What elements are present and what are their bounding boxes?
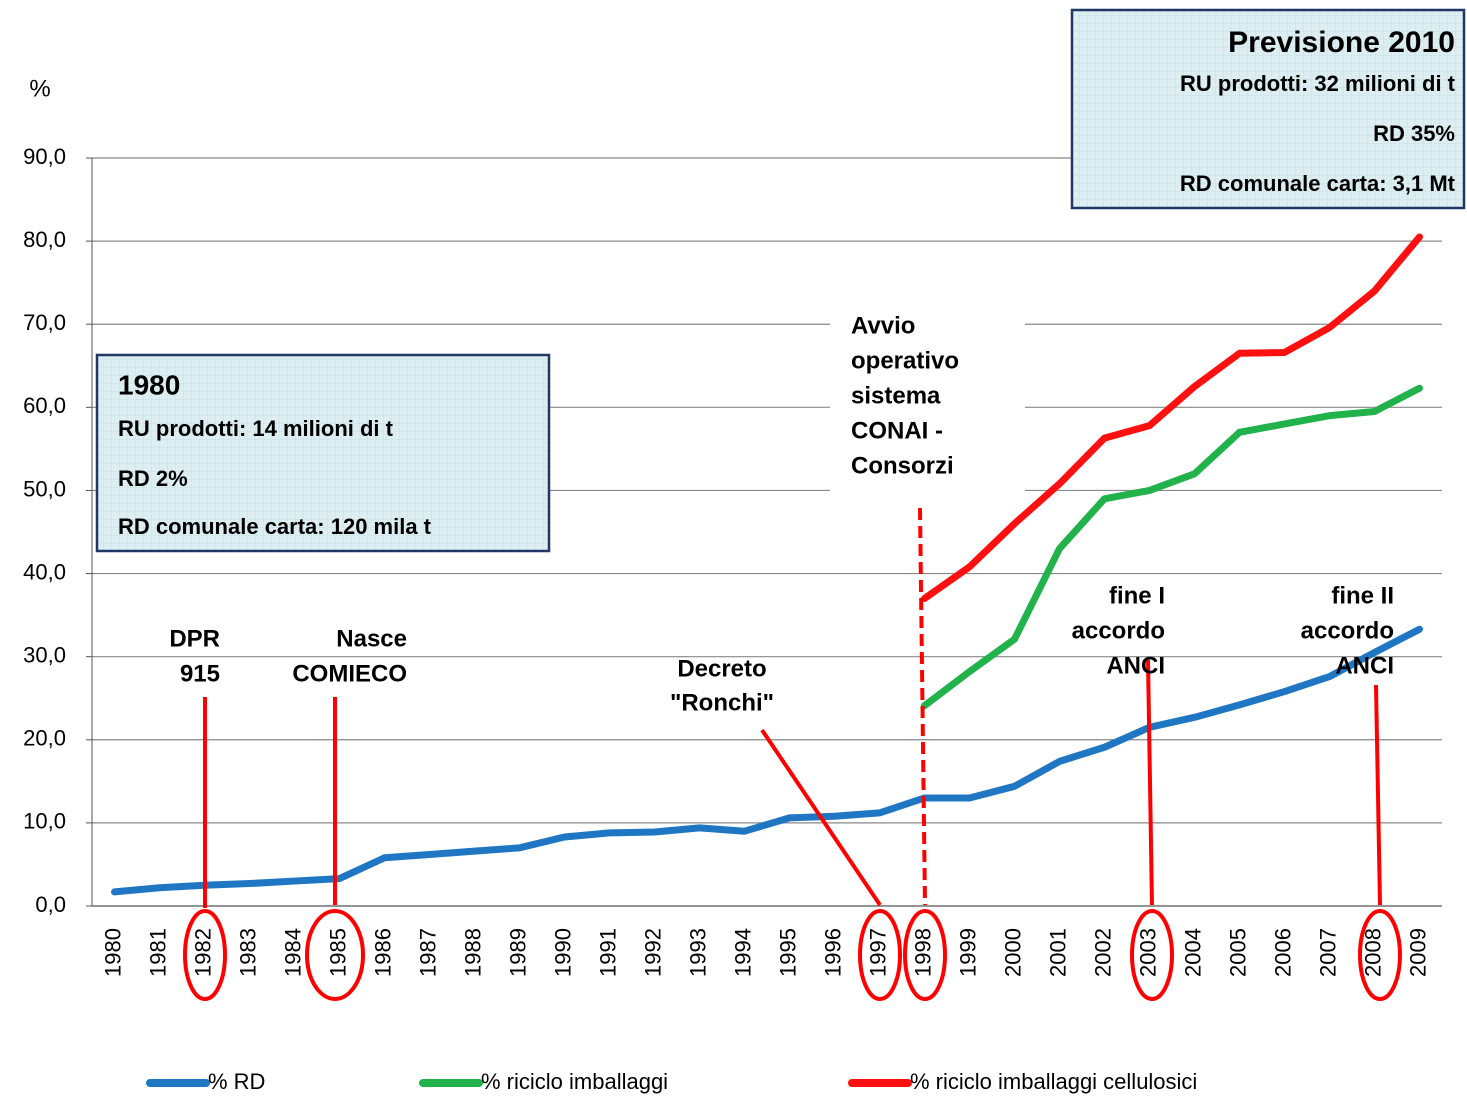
x-tick-label: 1980 (100, 928, 125, 977)
x-tick-label: 2005 (1225, 928, 1250, 977)
annotation: accordo (1072, 617, 1165, 644)
annotation: fine II (1331, 582, 1394, 609)
x-tick-label: 1994 (730, 928, 755, 977)
annotation: fine I (1109, 582, 1165, 609)
box-title: Previsione 2010 (1228, 26, 1455, 59)
y-tick-label: 0,0 (35, 892, 66, 917)
y-tick-label: 90,0 (23, 144, 66, 169)
x-tick-label: 2009 (1405, 928, 1430, 977)
x-tick-label: 1992 (640, 928, 665, 977)
x-tick-label: 1993 (685, 928, 710, 977)
x-tick-label: 2001 (1045, 928, 1070, 977)
y-tick-label: 20,0 (23, 726, 66, 751)
annotation-markers (183, 507, 1402, 1001)
x-tick-label: 1981 (145, 928, 170, 977)
annotation: DPR (169, 625, 220, 652)
info-box (95, 353, 551, 553)
legend-label: % riciclo imballaggi cellulosici (910, 1069, 1197, 1094)
box-line: RD 2% (118, 466, 188, 491)
annotation: Avvio (851, 312, 915, 339)
x-tick-label: 2003 (1135, 928, 1160, 977)
x-tick-label: 2000 (1000, 928, 1025, 977)
x-tick-label: 2007 (1315, 928, 1340, 977)
x-tick-label: 2006 (1270, 928, 1295, 977)
annotation: operativo (851, 347, 959, 374)
x-tick-label: 1988 (460, 928, 485, 977)
y-tick-label: 80,0 (23, 227, 66, 252)
x-tick-label: 1998 (910, 928, 935, 977)
annotation: "Ronchi" (670, 689, 774, 716)
x-tick-label: 1984 (280, 928, 305, 977)
annotation: sistema (851, 382, 941, 409)
info-box (1070, 8, 1466, 210)
x-tick-label: 2004 (1180, 928, 1205, 977)
annotation: Nasce (336, 625, 407, 652)
x-tick-label: 1996 (820, 928, 845, 977)
series-line (921, 233, 1423, 602)
x-tick-label: 1999 (955, 928, 980, 977)
annotation: COMIECO (292, 660, 407, 687)
x-tick-label: 2002 (1090, 928, 1115, 977)
x-tick-label: 1983 (235, 928, 260, 977)
y-tick-label: 70,0 (23, 310, 66, 335)
x-tick-label: 1995 (775, 928, 800, 977)
annotation: Consorzi (851, 452, 954, 479)
box-line: RU prodotti: 14 milioni di t (118, 416, 394, 441)
box-line: RU prodotti: 32 milioni di t (1180, 71, 1456, 96)
x-tick-label: 2008 (1360, 928, 1385, 977)
annotation: Decreto (677, 655, 766, 682)
x-tick-label: 1991 (595, 928, 620, 977)
y-tick-label: 60,0 (23, 393, 66, 418)
box-line: RD comunale carta: 120 mila t (118, 514, 432, 539)
annotation: ANCI (1335, 652, 1394, 679)
x-tick-label: 1985 (325, 928, 350, 977)
x-tick-label: 1986 (370, 928, 395, 977)
legend-label: % RD (208, 1069, 265, 1094)
x-tick-label: 1989 (505, 928, 530, 977)
y-tick-label: 10,0 (23, 809, 66, 834)
legend-label: % riciclo imballaggi (481, 1069, 668, 1094)
y-tick-label: 50,0 (23, 476, 66, 501)
y-tick-label: 30,0 (23, 642, 66, 667)
y-tick-label: 40,0 (23, 559, 66, 584)
x-tick-label: 1990 (550, 928, 575, 977)
annotation-background (830, 310, 1025, 492)
box-line: RD comunale carta: 3,1 Mt (1180, 171, 1456, 196)
box-title: 1980 (118, 369, 180, 400)
series-line (921, 384, 1423, 710)
x-tick-label: 1987 (415, 928, 440, 977)
series-line (111, 625, 1423, 896)
x-tick-label: 1982 (190, 928, 215, 977)
annotation: CONAI - (851, 417, 943, 444)
y-axis-label: % (29, 75, 50, 102)
annotation: accordo (1301, 617, 1394, 644)
annotation: 915 (180, 660, 220, 687)
annotation: ANCI (1106, 652, 1165, 679)
x-tick-label: 1997 (865, 928, 890, 977)
box-line: RD 35% (1373, 121, 1455, 146)
